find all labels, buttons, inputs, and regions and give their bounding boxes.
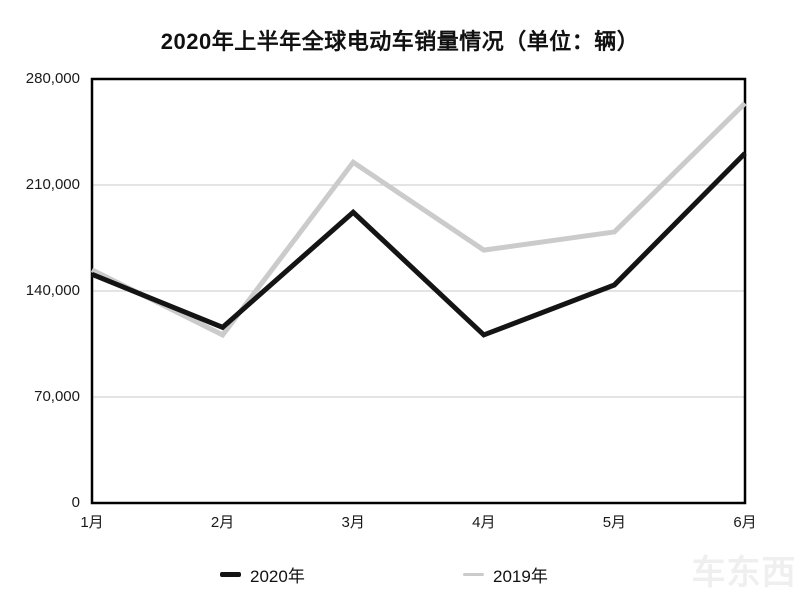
plot-frame — [90, 77, 747, 505]
x-axis-tick-label: 1月 — [80, 514, 104, 531]
y-axis-tick-label: 280,000 — [25, 70, 80, 87]
x-axis-tick-label: 2月 — [210, 514, 235, 531]
y-axis-tick-label: 140,000 — [25, 282, 80, 299]
x-axis-tick-label: 6月 — [733, 514, 757, 531]
y-axis-tick-label: 0 — [71, 494, 80, 511]
legend-label: 2020年 — [250, 566, 305, 586]
y-axis-tick-label: 210,000 — [25, 176, 80, 193]
x-axis-tick-label: 3月 — [341, 514, 365, 531]
series-line-2020年 — [91, 151, 747, 338]
y-axis-tick-label: 70,000 — [34, 388, 80, 405]
legend-dash-icon — [220, 571, 241, 577]
x-axis-tick-label: 5月 — [602, 514, 627, 531]
chart-title: 2020年上半年全球电动车销量情况（单位：辆） — [160, 29, 640, 54]
series-line-2019年 — [90, 101, 747, 339]
watermark-logo: 车东西 — [691, 554, 797, 592]
legend-dash-icon — [463, 572, 484, 576]
legend-item-2020年: 2020年 — [220, 563, 305, 586]
legend-label: 2019年 — [493, 566, 548, 586]
legend-item-2019年: 2019年 — [463, 563, 548, 586]
x-axis-tick-label: 4月 — [472, 514, 496, 531]
